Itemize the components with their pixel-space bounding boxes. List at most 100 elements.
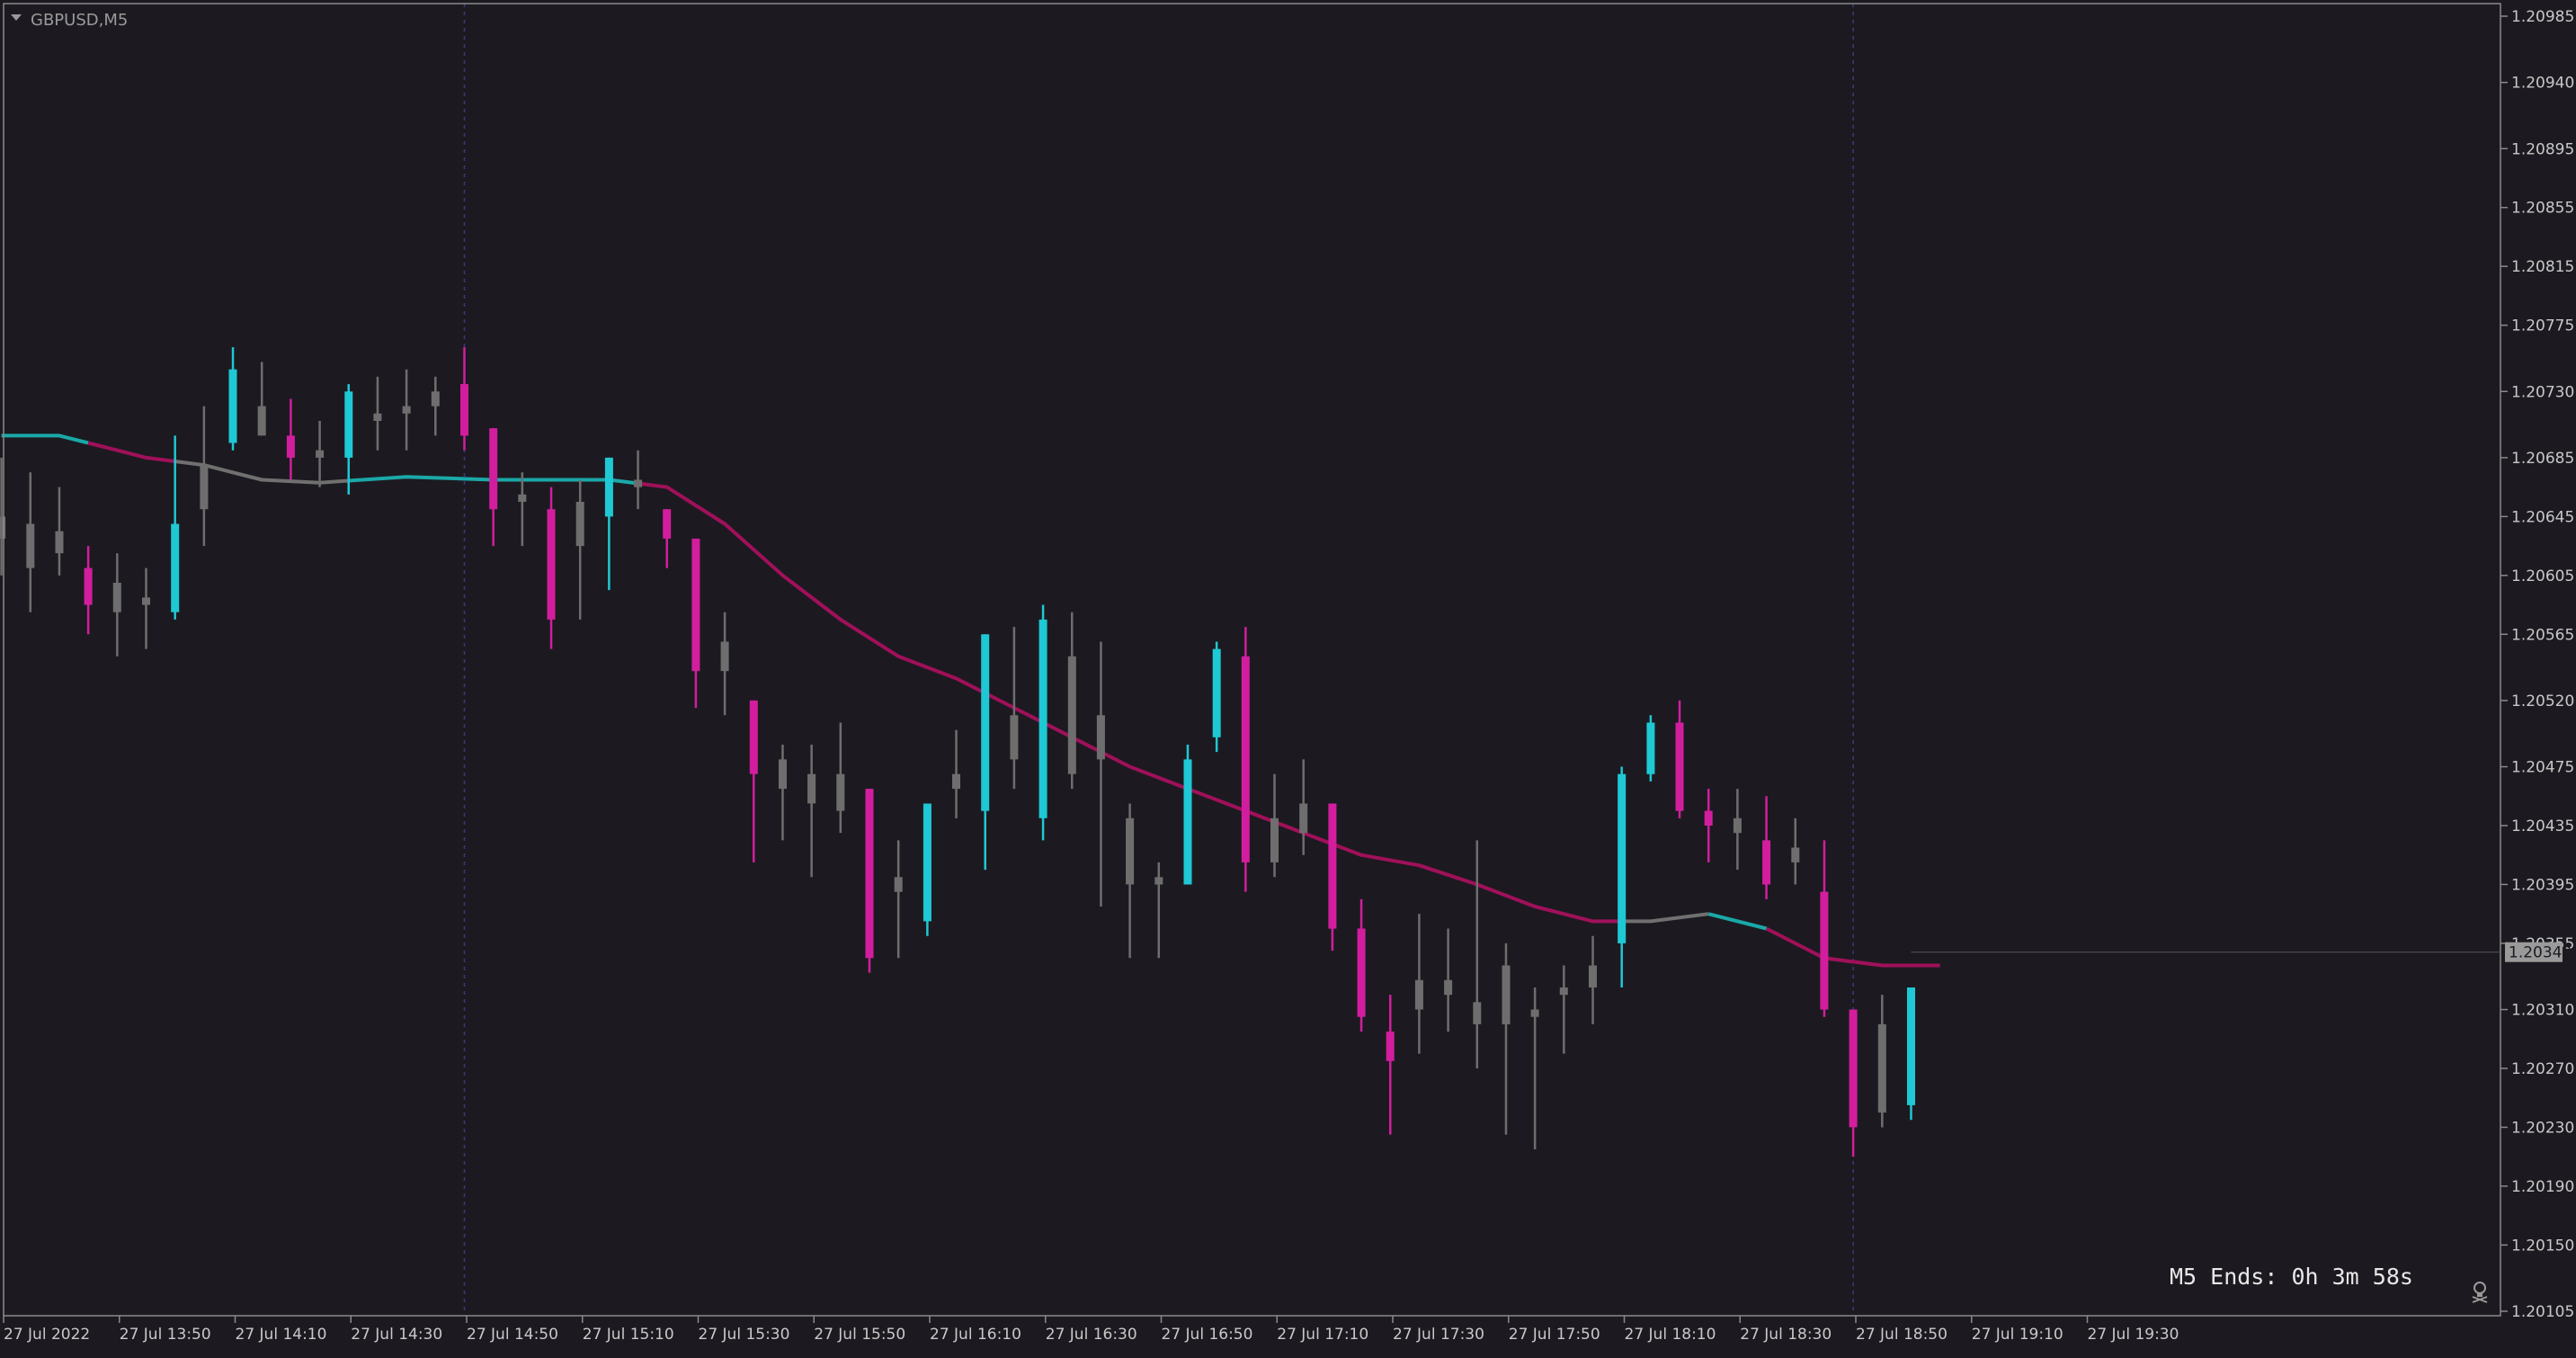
candle-body	[1502, 965, 1511, 1024]
candle[interactable]	[691, 538, 700, 709]
moving-average-segment	[87, 441, 175, 463]
candle[interactable]	[1270, 773, 1279, 878]
price-tick-label: 1.20645	[2511, 508, 2574, 526]
price-tick-label: 1.20310	[2511, 1002, 2574, 1020]
candle[interactable]	[952, 729, 960, 818]
candle[interactable]	[55, 487, 64, 576]
candle[interactable]	[1733, 789, 1742, 871]
candle-body	[1414, 979, 1423, 1010]
candle[interactable]	[0, 457, 6, 576]
candle[interactable]	[923, 803, 931, 936]
candle[interactable]	[720, 612, 729, 716]
candle[interactable]	[865, 789, 874, 973]
candle[interactable]	[402, 369, 411, 451]
candle-body	[720, 641, 729, 672]
candle[interactable]	[112, 553, 121, 657]
candle[interactable]	[1096, 641, 1105, 907]
candle-body	[1328, 803, 1337, 929]
candle[interactable]	[1704, 789, 1713, 862]
candle[interactable]	[1212, 641, 1221, 753]
time-axis[interactable]: 27 Jul 2022 27 Jul 13:50 27 Jul 14:10 27 Ju…	[3, 1316, 2179, 1344]
candle[interactable]	[1675, 700, 1684, 818]
candle[interactable]	[1328, 803, 1337, 951]
candle[interactable]	[1849, 1009, 1858, 1157]
candle[interactable]	[1241, 627, 1250, 892]
candle[interactable]	[1067, 612, 1076, 790]
candle[interactable]	[749, 700, 758, 862]
candle[interactable]	[1762, 796, 1771, 899]
candle-body	[663, 509, 672, 539]
candle[interactable]	[807, 745, 816, 878]
candle[interactable]	[981, 634, 990, 871]
time-tick-label: 27 Jul 16:30	[1046, 1326, 1137, 1344]
price-tick-label: 1.20895	[2511, 140, 2574, 158]
time-tick-label: 27 Jul 14:10	[236, 1326, 327, 1344]
plot-frame	[3, 3, 2501, 1317]
candle[interactable]	[257, 362, 266, 436]
candle-body	[1820, 891, 1829, 1010]
candle-body	[634, 479, 643, 487]
candle[interactable]	[1473, 840, 1482, 1068]
symbol-header[interactable]: GBPUSD,M5	[11, 11, 128, 30]
candle[interactable]	[200, 406, 209, 547]
candle[interactable]	[1154, 862, 1163, 959]
candle[interactable]	[228, 347, 237, 451]
candle[interactable]	[547, 487, 556, 649]
candle[interactable]	[1357, 898, 1366, 1032]
candle[interactable]	[316, 421, 325, 487]
time-tick-label: 27 Jul 2022	[4, 1326, 90, 1344]
candle[interactable]	[84, 546, 93, 635]
candle[interactable]	[604, 457, 613, 591]
time-tick-label: 27 Jul 18:30	[1740, 1326, 1832, 1344]
candle[interactable]	[518, 472, 527, 547]
candle[interactable]	[1414, 914, 1423, 1054]
candle-body	[1212, 648, 1221, 737]
candle[interactable]	[1299, 759, 1308, 855]
candle[interactable]	[1791, 817, 1800, 885]
price-axis[interactable]: 1.20985 1.20940 1.20895 1.20855 1.20815 1.207…	[2500, 8, 2574, 1321]
candle[interactable]	[1877, 995, 1886, 1128]
candle[interactable]	[1907, 987, 1915, 1121]
candle[interactable]	[286, 398, 295, 480]
time-tick-label: 27 Jul 17:10	[1277, 1326, 1368, 1344]
candles[interactable]	[0, 347, 1915, 1157]
candle[interactable]	[1183, 745, 1192, 885]
candle[interactable]	[1010, 627, 1019, 790]
candle-body	[460, 384, 468, 436]
candle[interactable]	[779, 745, 787, 841]
candle[interactable]	[1126, 803, 1135, 959]
candle[interactable]	[26, 472, 35, 612]
candle[interactable]	[344, 384, 353, 495]
candle[interactable]	[1444, 928, 1453, 1032]
candle-body	[200, 465, 209, 510]
candle[interactable]	[836, 722, 845, 834]
candle-body	[142, 597, 150, 605]
candle[interactable]	[894, 840, 903, 959]
candle[interactable]	[1618, 766, 1627, 987]
candle[interactable]	[663, 509, 672, 568]
candle-body	[1241, 656, 1250, 862]
candle[interactable]	[171, 435, 180, 620]
candle[interactable]	[1530, 987, 1539, 1149]
candle[interactable]	[1820, 840, 1829, 1017]
candle-body	[1559, 987, 1568, 996]
candle[interactable]	[460, 347, 468, 451]
candle[interactable]	[142, 567, 150, 649]
candle[interactable]	[431, 376, 440, 436]
candle-body	[1154, 877, 1163, 885]
candle[interactable]	[634, 450, 643, 510]
candle-body	[1675, 722, 1684, 811]
candle[interactable]	[1386, 995, 1395, 1135]
candle[interactable]	[489, 428, 498, 547]
candle[interactable]	[575, 479, 584, 620]
candle[interactable]	[1038, 604, 1047, 841]
symbol-dropdown-icon[interactable]	[11, 14, 22, 21]
time-tick-label: 27 Jul 14:50	[467, 1326, 558, 1344]
chart-frame	[3, 3, 2501, 1317]
candle[interactable]	[1502, 943, 1511, 1135]
candle[interactable]	[1646, 715, 1655, 782]
candle[interactable]	[373, 376, 382, 451]
candle[interactable]	[1589, 935, 1597, 1024]
candle[interactable]	[1559, 965, 1568, 1054]
